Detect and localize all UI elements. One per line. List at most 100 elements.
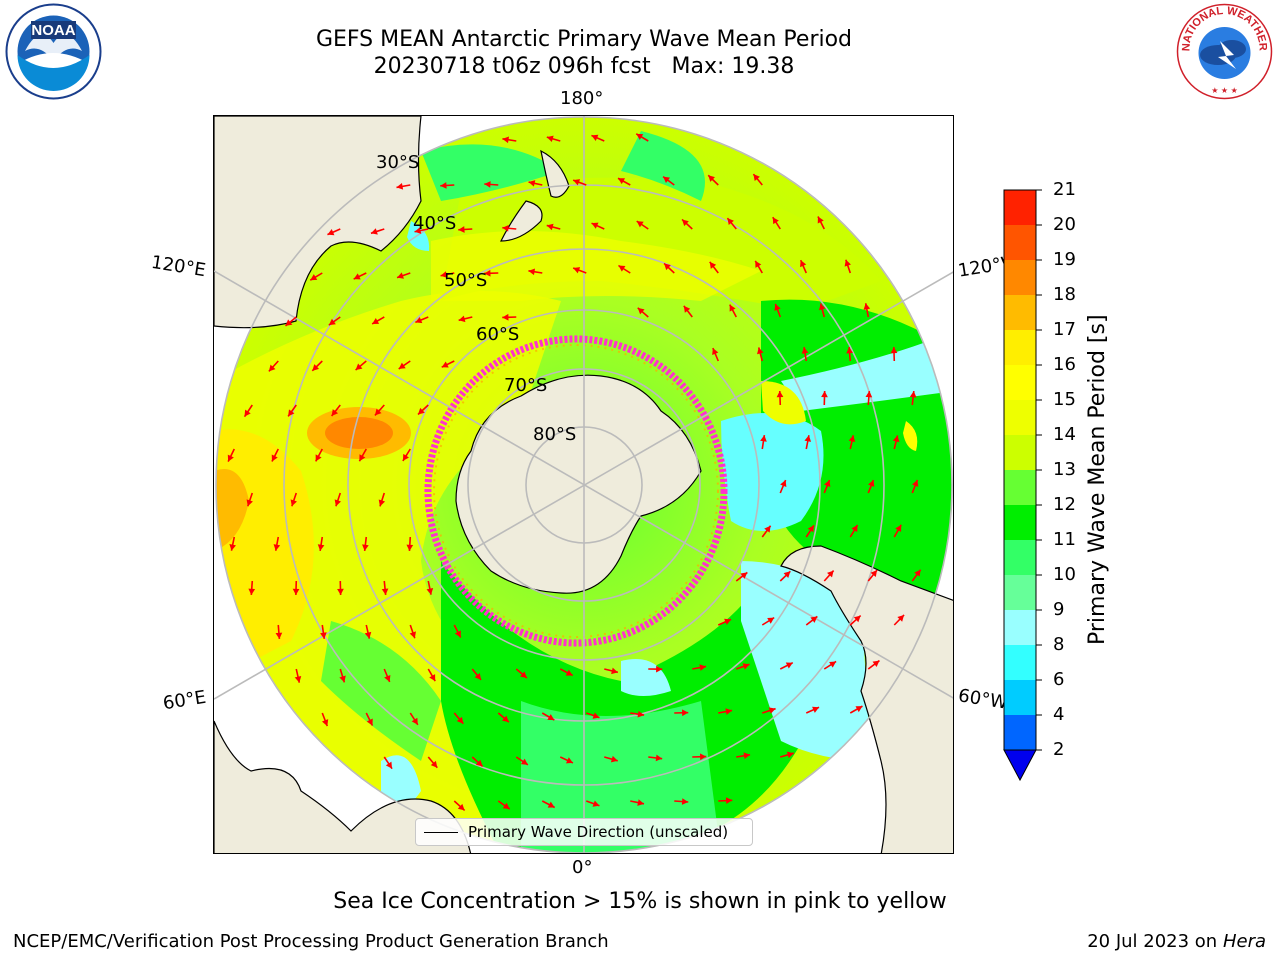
- lon-label-60e: 60°E: [161, 686, 208, 715]
- colorbar-tick-label: 20: [1053, 214, 1076, 235]
- wave-arrow-head: [366, 718, 373, 726]
- wave-arrow-head: [337, 588, 344, 595]
- wave-arrow-head: [776, 391, 784, 398]
- wave-arrow-head: [611, 667, 618, 675]
- wave-arrow-head: [618, 178, 626, 185]
- legend-line-swatch: [424, 832, 458, 833]
- wave-arrow-head: [801, 347, 809, 354]
- wave-direction-arrows: [227, 133, 922, 812]
- wave-arrow-head: [709, 261, 717, 269]
- wave-arrow-head: [855, 706, 863, 713]
- wave-arrow-head: [271, 454, 278, 462]
- wave-arrow-head: [663, 176, 670, 183]
- lat-label-50s: 50°S: [444, 270, 488, 291]
- wave-arrow-head: [760, 435, 767, 442]
- wave-arrow-head: [417, 407, 425, 415]
- wave-arrow-head: [700, 753, 707, 761]
- wave-arrow-head: [312, 364, 320, 371]
- wave-arrow-head: [846, 347, 853, 354]
- colorbar-segment: [1004, 575, 1036, 610]
- wave-arrow-head: [785, 662, 793, 669]
- wave-arrow-head: [398, 362, 406, 369]
- wave-arrow-head: [502, 224, 509, 232]
- wave-arrow-head: [655, 754, 663, 762]
- wave-arrow-head: [457, 803, 465, 811]
- wave-arrow-head: [853, 615, 861, 623]
- wave-arrow-head: [364, 631, 372, 639]
- colorbar-segment: [1004, 190, 1036, 225]
- wave-arrow-head: [321, 719, 329, 727]
- wave-arrow-head: [440, 182, 447, 189]
- wave-arrow-head: [767, 617, 775, 624]
- colorbar-segment: [1004, 470, 1036, 505]
- wave-arrow-head: [637, 307, 645, 315]
- colorbar-tick-label: 14: [1053, 424, 1076, 445]
- wave-arrow-head: [520, 758, 528, 765]
- wave-arrow-head: [429, 674, 436, 682]
- wave-arrow-head: [411, 717, 418, 725]
- wave-arrow-head: [502, 802, 510, 810]
- colorbar-segment: [1004, 715, 1036, 750]
- wave-arrow-head: [895, 524, 902, 532]
- wave-arrow-head: [821, 391, 828, 398]
- wave-arrow-head: [528, 180, 536, 187]
- lat-label-80s: 80°S: [533, 424, 577, 445]
- wave-arrow-head: [355, 363, 363, 371]
- sea-ice-edge: [424, 335, 728, 647]
- colorbar-segment: [1004, 645, 1036, 680]
- colorbar-segment: [1004, 365, 1036, 400]
- wave-arrow-head: [275, 632, 283, 639]
- wave-arrow-head: [699, 664, 707, 671]
- svg-text:★ ★ ★: ★ ★ ★: [1211, 86, 1238, 95]
- colorbar-segment: [1004, 225, 1036, 260]
- lat-label-70s: 70°S: [504, 375, 548, 396]
- wave-arrow-head: [397, 272, 404, 279]
- wave-arrow-head: [664, 263, 671, 271]
- wave-arrow-head: [780, 480, 787, 488]
- wave-arrow-head: [804, 435, 812, 442]
- wave-arrow-head: [708, 175, 715, 182]
- wave-arrow-head: [474, 673, 482, 680]
- footer-date: 20 Jul 2023 on Hera: [1087, 931, 1266, 952]
- wave-arrow-head: [863, 303, 871, 310]
- wave-arrow-head: [819, 303, 826, 311]
- colorbar-tick-label: 19: [1053, 249, 1076, 270]
- wave-arrow-head: [727, 218, 734, 226]
- wave-arrow-head: [374, 408, 382, 416]
- wave-arrow-head: [725, 708, 733, 715]
- wave-arrow-head: [381, 588, 389, 595]
- wave-arrow-head: [740, 572, 748, 579]
- wave-arrow-head: [636, 133, 644, 140]
- wave-arrow-head: [546, 223, 554, 231]
- wave-arrow-head: [292, 588, 300, 595]
- wave-arrow-head: [440, 271, 448, 278]
- wave-arrow-head: [742, 663, 750, 670]
- wave-arrow-head: [610, 755, 618, 763]
- wave-arrow-head: [502, 313, 509, 321]
- colorbar-segment: [1004, 505, 1036, 540]
- wave-arrow-head: [406, 544, 414, 551]
- wave-arrow-head: [359, 454, 366, 462]
- wave-arrow-head: [317, 544, 325, 551]
- colorbar-tick-label: 16: [1053, 354, 1076, 375]
- wave-arrow-head: [912, 479, 919, 487]
- wave-arrow-head: [573, 267, 581, 274]
- wave-arrow-head: [320, 632, 327, 639]
- wave-arrow-head: [502, 136, 510, 144]
- wave-arrow-head: [528, 268, 536, 276]
- wave-arrow-head: [414, 227, 422, 234]
- wave-arrow-head: [415, 316, 423, 324]
- wave-arrow-head: [475, 759, 483, 767]
- colorbar-tick-label: 15: [1053, 389, 1076, 410]
- chart-subtitle: 20230718 t06z 096h fcst Max: 19.38: [373, 54, 795, 79]
- wave-arrow-head: [753, 174, 760, 182]
- wave-arrow-head: [370, 228, 378, 235]
- wave-arrow-head: [848, 435, 856, 443]
- wave-arrow-head: [546, 135, 554, 143]
- colorbar-label: Primary Wave Mean Period [s]: [1085, 314, 1110, 645]
- colorbar-tick-label: 13: [1053, 459, 1076, 480]
- wave-arrow-head: [273, 544, 281, 551]
- wave-arrow-head: [724, 618, 732, 625]
- wave-arrow-head: [712, 348, 719, 356]
- wave-arrow-head: [441, 361, 449, 368]
